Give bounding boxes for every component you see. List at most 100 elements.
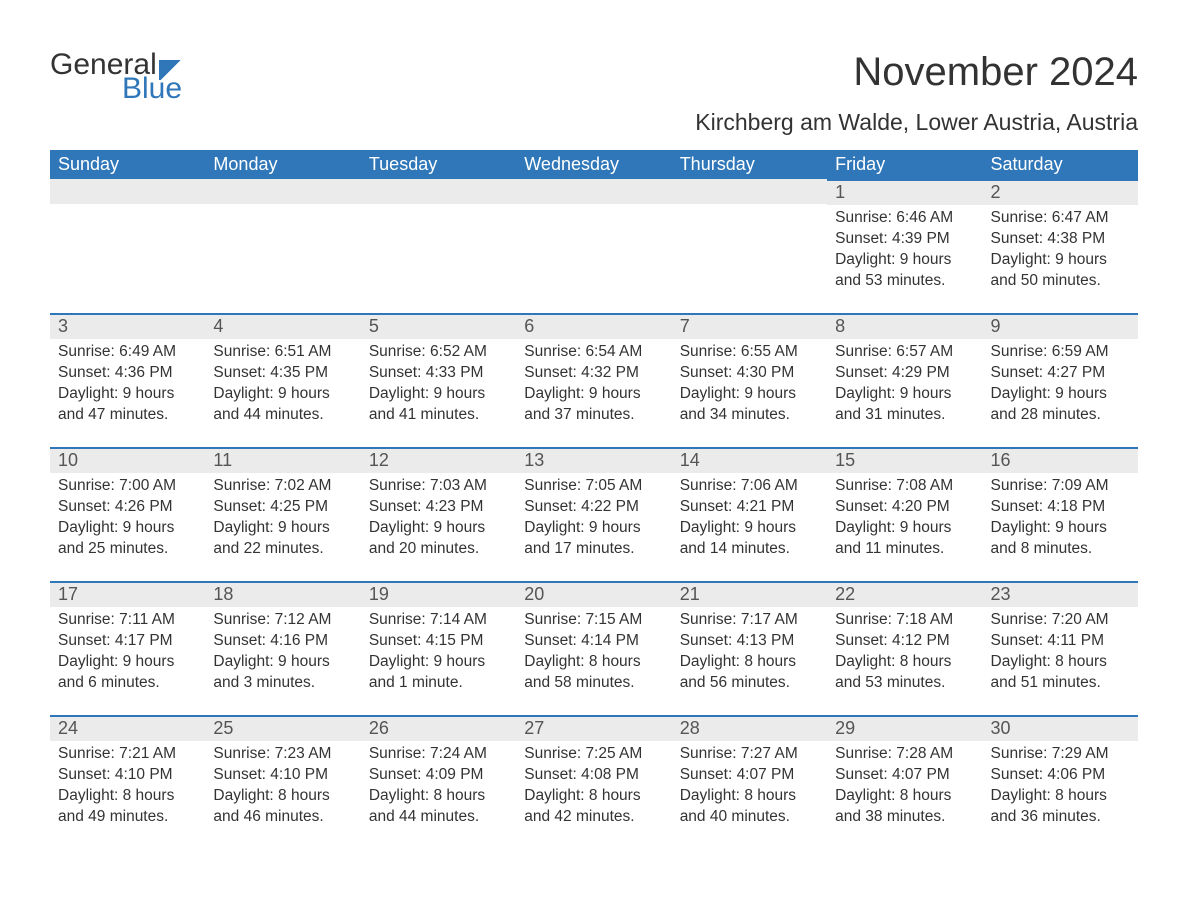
daylight-line-label: Daylight:: [524, 653, 589, 670]
daylight-line: Daylight: 9 hours and 53 minutes.: [835, 250, 974, 292]
sunrise-line-label: Sunrise:: [991, 477, 1052, 494]
day-details: Sunrise: 6:47 AMSunset: 4:38 PMDaylight:…: [983, 205, 1138, 298]
daylight-line: Daylight: 9 hours and 22 minutes.: [213, 518, 352, 560]
day-cell: 6Sunrise: 6:54 AMSunset: 4:32 PMDaylight…: [516, 313, 671, 447]
sunrise-line-label: Sunrise:: [213, 611, 274, 628]
daylight-line-label: Daylight:: [680, 653, 745, 670]
daylight-line-label: Daylight:: [213, 385, 278, 402]
day-details: Sunrise: 7:18 AMSunset: 4:12 PMDaylight:…: [827, 607, 982, 700]
sunrise-line: Sunrise: 7:14 AM: [369, 610, 508, 631]
sunset-line: Sunset: 4:11 PM: [991, 631, 1130, 652]
sunrise-line-value: 7:15 AM: [585, 611, 642, 628]
calendar-body: 1Sunrise: 6:46 AMSunset: 4:39 PMDaylight…: [50, 179, 1138, 849]
sunset-line: Sunset: 4:38 PM: [991, 229, 1130, 250]
sunrise-line-label: Sunrise:: [680, 611, 741, 628]
day-details: Sunrise: 6:46 AMSunset: 4:39 PMDaylight:…: [827, 205, 982, 298]
day-details: Sunrise: 7:09 AMSunset: 4:18 PMDaylight:…: [983, 473, 1138, 566]
day-cell: 30Sunrise: 7:29 AMSunset: 4:06 PMDayligh…: [983, 715, 1138, 849]
sunrise-line-label: Sunrise:: [213, 343, 274, 360]
weekday-header: Saturday: [983, 150, 1138, 179]
day-details: Sunrise: 7:20 AMSunset: 4:11 PMDaylight:…: [983, 607, 1138, 700]
calendar-row: 24Sunrise: 7:21 AMSunset: 4:10 PMDayligh…: [50, 715, 1138, 849]
daylight-line: Daylight: 8 hours and 42 minutes.: [524, 786, 663, 828]
sunset-line-label: Sunset:: [58, 632, 115, 649]
day-cell: 21Sunrise: 7:17 AMSunset: 4:13 PMDayligh…: [672, 581, 827, 715]
sunset-line-label: Sunset:: [213, 632, 270, 649]
sunset-line-value: 4:10 PM: [115, 766, 173, 783]
day-cell: 28Sunrise: 7:27 AMSunset: 4:07 PMDayligh…: [672, 715, 827, 849]
day-details: Sunrise: 7:02 AMSunset: 4:25 PMDaylight:…: [205, 473, 360, 566]
sunrise-line: Sunrise: 6:54 AM: [524, 342, 663, 363]
sunset-line: Sunset: 4:39 PM: [835, 229, 974, 250]
sunrise-line-label: Sunrise:: [680, 477, 741, 494]
daylight-line-label: Daylight:: [835, 385, 900, 402]
daylight-line: Daylight: 9 hours and 41 minutes.: [369, 384, 508, 426]
sunset-line-value: 4:21 PM: [737, 498, 795, 515]
sunrise-line: Sunrise: 7:03 AM: [369, 476, 508, 497]
sunrise-line-label: Sunrise:: [524, 745, 585, 762]
day-cell: 10Sunrise: 7:00 AMSunset: 4:26 PMDayligh…: [50, 447, 205, 581]
day-details: Sunrise: 7:11 AMSunset: 4:17 PMDaylight:…: [50, 607, 205, 700]
day-cell: 26Sunrise: 7:24 AMSunset: 4:09 PMDayligh…: [361, 715, 516, 849]
sunset-line-label: Sunset:: [991, 498, 1048, 515]
sunset-line-value: 4:13 PM: [737, 632, 795, 649]
sunset-line-value: 4:32 PM: [581, 364, 639, 381]
sunset-line: Sunset: 4:17 PM: [58, 631, 197, 652]
sunrise-line-label: Sunrise:: [835, 611, 896, 628]
day-number: 20: [516, 581, 671, 607]
sunset-line-value: 4:17 PM: [115, 632, 173, 649]
sunrise-line-label: Sunrise:: [524, 343, 585, 360]
empty-day-head: [50, 179, 205, 204]
sunset-line-label: Sunset:: [835, 766, 892, 783]
sunset-line-label: Sunset:: [213, 766, 270, 783]
daylight-line-label: Daylight:: [369, 385, 434, 402]
daylight-line: Daylight: 9 hours and 28 minutes.: [991, 384, 1130, 426]
sunrise-line-value: 6:49 AM: [119, 343, 176, 360]
day-details: Sunrise: 7:27 AMSunset: 4:07 PMDaylight:…: [672, 741, 827, 834]
day-number: 18: [205, 581, 360, 607]
day-details: Sunrise: 6:52 AMSunset: 4:33 PMDaylight:…: [361, 339, 516, 432]
sunrise-line-value: 6:59 AM: [1052, 343, 1109, 360]
day-number: 29: [827, 715, 982, 741]
daylight-line-label: Daylight:: [369, 519, 434, 536]
sunrise-line-value: 7:24 AM: [430, 745, 487, 762]
daylight-line: Daylight: 9 hours and 17 minutes.: [524, 518, 663, 560]
day-details: Sunrise: 7:24 AMSunset: 4:09 PMDaylight:…: [361, 741, 516, 834]
daylight-line-label: Daylight:: [524, 519, 589, 536]
sunrise-line-value: 7:29 AM: [1052, 745, 1109, 762]
sunset-line-value: 4:26 PM: [115, 498, 173, 515]
sunrise-line: Sunrise: 7:21 AM: [58, 744, 197, 765]
sunset-line-label: Sunset:: [835, 230, 892, 247]
daylight-line-label: Daylight:: [213, 653, 278, 670]
logo: General Blue: [50, 50, 183, 104]
sunset-line-value: 4:29 PM: [892, 364, 950, 381]
sunrise-line-label: Sunrise:: [524, 611, 585, 628]
day-number: 1: [827, 179, 982, 205]
sunrise-line: Sunrise: 6:57 AM: [835, 342, 974, 363]
day-number: 27: [516, 715, 671, 741]
sunrise-line: Sunrise: 7:09 AM: [991, 476, 1130, 497]
daylight-line: Daylight: 8 hours and 40 minutes.: [680, 786, 819, 828]
sunset-line-value: 4:33 PM: [426, 364, 484, 381]
day-cell: 1Sunrise: 6:46 AMSunset: 4:39 PMDaylight…: [827, 179, 982, 313]
sunset-line: Sunset: 4:15 PM: [369, 631, 508, 652]
empty-cell: [205, 179, 360, 313]
sunset-line-value: 4:06 PM: [1047, 766, 1105, 783]
weekday-header: Sunday: [50, 150, 205, 179]
sunrise-line-label: Sunrise:: [680, 343, 741, 360]
day-cell: 4Sunrise: 6:51 AMSunset: 4:35 PMDaylight…: [205, 313, 360, 447]
day-number: 9: [983, 313, 1138, 339]
day-details: Sunrise: 7:05 AMSunset: 4:22 PMDaylight:…: [516, 473, 671, 566]
sunset-line: Sunset: 4:25 PM: [213, 497, 352, 518]
sunrise-line-value: 7:09 AM: [1052, 477, 1109, 494]
sunrise-line-value: 7:21 AM: [119, 745, 176, 762]
daylight-line: Daylight: 9 hours and 44 minutes.: [213, 384, 352, 426]
daylight-line: Daylight: 9 hours and 14 minutes.: [680, 518, 819, 560]
day-number: 17: [50, 581, 205, 607]
sunset-line-value: 4:25 PM: [270, 498, 328, 515]
sunset-line-value: 4:27 PM: [1047, 364, 1105, 381]
daylight-line-label: Daylight:: [991, 653, 1056, 670]
sunrise-line-label: Sunrise:: [991, 611, 1052, 628]
day-number: 11: [205, 447, 360, 473]
sunrise-line-value: 7:08 AM: [896, 477, 953, 494]
